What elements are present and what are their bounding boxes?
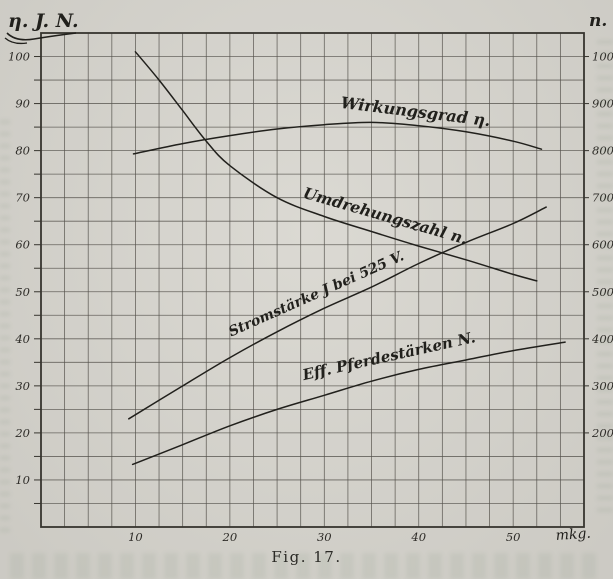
curves — [128, 51, 566, 466]
y-left-tick-label: 50 — [15, 285, 30, 299]
y-left-tick-label: 100 — [8, 50, 30, 64]
y-right-tick-label: 900 — [592, 97, 613, 111]
left-axis-label-underline-flourish — [6, 32, 77, 41]
y-left-tick-label: 10 — [15, 473, 30, 487]
y-right-tick-label: 300 — [592, 379, 613, 393]
tick-labels: 10 20 30 40 50 60 70 80 90 100 200 300 400 500 600 700 8… — [8, 50, 613, 544]
y-left-tick-label: 60 — [15, 238, 30, 252]
y-right-tick-label: 400 — [591, 332, 613, 346]
y-left-tick-label: 90 — [15, 97, 30, 111]
curve-wirkungsgrad — [132, 121, 543, 155]
curve-stromstaerke — [128, 206, 547, 420]
axis-tick-stubs — [34, 56, 589, 504]
y-right-tick-label: 200 — [591, 426, 613, 440]
figure-17-chart: 10 20 30 40 50 60 70 80 90 100 200 300 400 500 600 700 8… — [4, 10, 613, 544]
x-unit-label: mkg. — [555, 526, 591, 544]
curve-label-pferdestaerken: Eff. Pferdestärken N. — [300, 328, 477, 384]
plot-border — [40, 32, 585, 528]
x-tick-label: 40 — [410, 530, 426, 544]
x-tick-label: 10 — [128, 530, 143, 544]
y-left-tick-label: 80 — [15, 144, 30, 158]
curve-label-umdrehungszahl: Umdrehungszahl n. — [301, 183, 470, 248]
left-axis-label: η. J. N. — [8, 10, 79, 32]
y-right-tick-label: 500 — [592, 285, 613, 299]
figure-caption: Fig. 17. — [271, 548, 342, 566]
curve-pferdestaerken — [131, 341, 566, 466]
x-tick-label: 20 — [222, 530, 238, 544]
curve-label-wirkungsgrad: Wirkungsgrad η. — [340, 93, 492, 130]
right-axis-label: n. — [589, 11, 607, 31]
y-right-tick-label: 700 — [592, 191, 613, 205]
curve-labels: Wirkungsgrad η.Umdrehungszahl n.Stromstä… — [226, 93, 491, 384]
curve-umdrehungszahl — [134, 51, 538, 282]
x-tick-label: 50 — [506, 530, 521, 544]
y-left-tick-label: 70 — [15, 191, 30, 205]
y-right-tick-label: 1000 — [592, 50, 613, 64]
y-left-tick-label: 20 — [14, 426, 30, 440]
left-axis-label-underline-flourish — [4, 37, 28, 45]
plot-grid — [41, 33, 584, 527]
axis-corner-labels: η. J. N. n. mkg. — [4, 10, 607, 544]
y-right-tick-label: 800 — [592, 144, 613, 158]
y-left-tick-label: 30 — [15, 379, 30, 393]
y-left-tick-label: 40 — [14, 332, 30, 346]
y-right-tick-label: 600 — [592, 238, 613, 252]
x-tick-label: 30 — [317, 530, 332, 544]
